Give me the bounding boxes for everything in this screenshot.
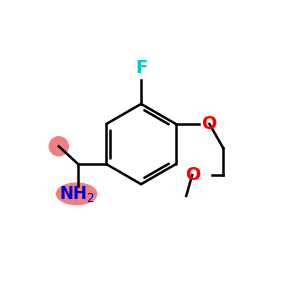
- Circle shape: [49, 137, 68, 156]
- Ellipse shape: [56, 183, 97, 205]
- Text: O: O: [185, 166, 200, 184]
- Text: O: O: [201, 115, 217, 133]
- Text: F: F: [135, 59, 147, 77]
- Text: NH$_2$: NH$_2$: [59, 184, 94, 204]
